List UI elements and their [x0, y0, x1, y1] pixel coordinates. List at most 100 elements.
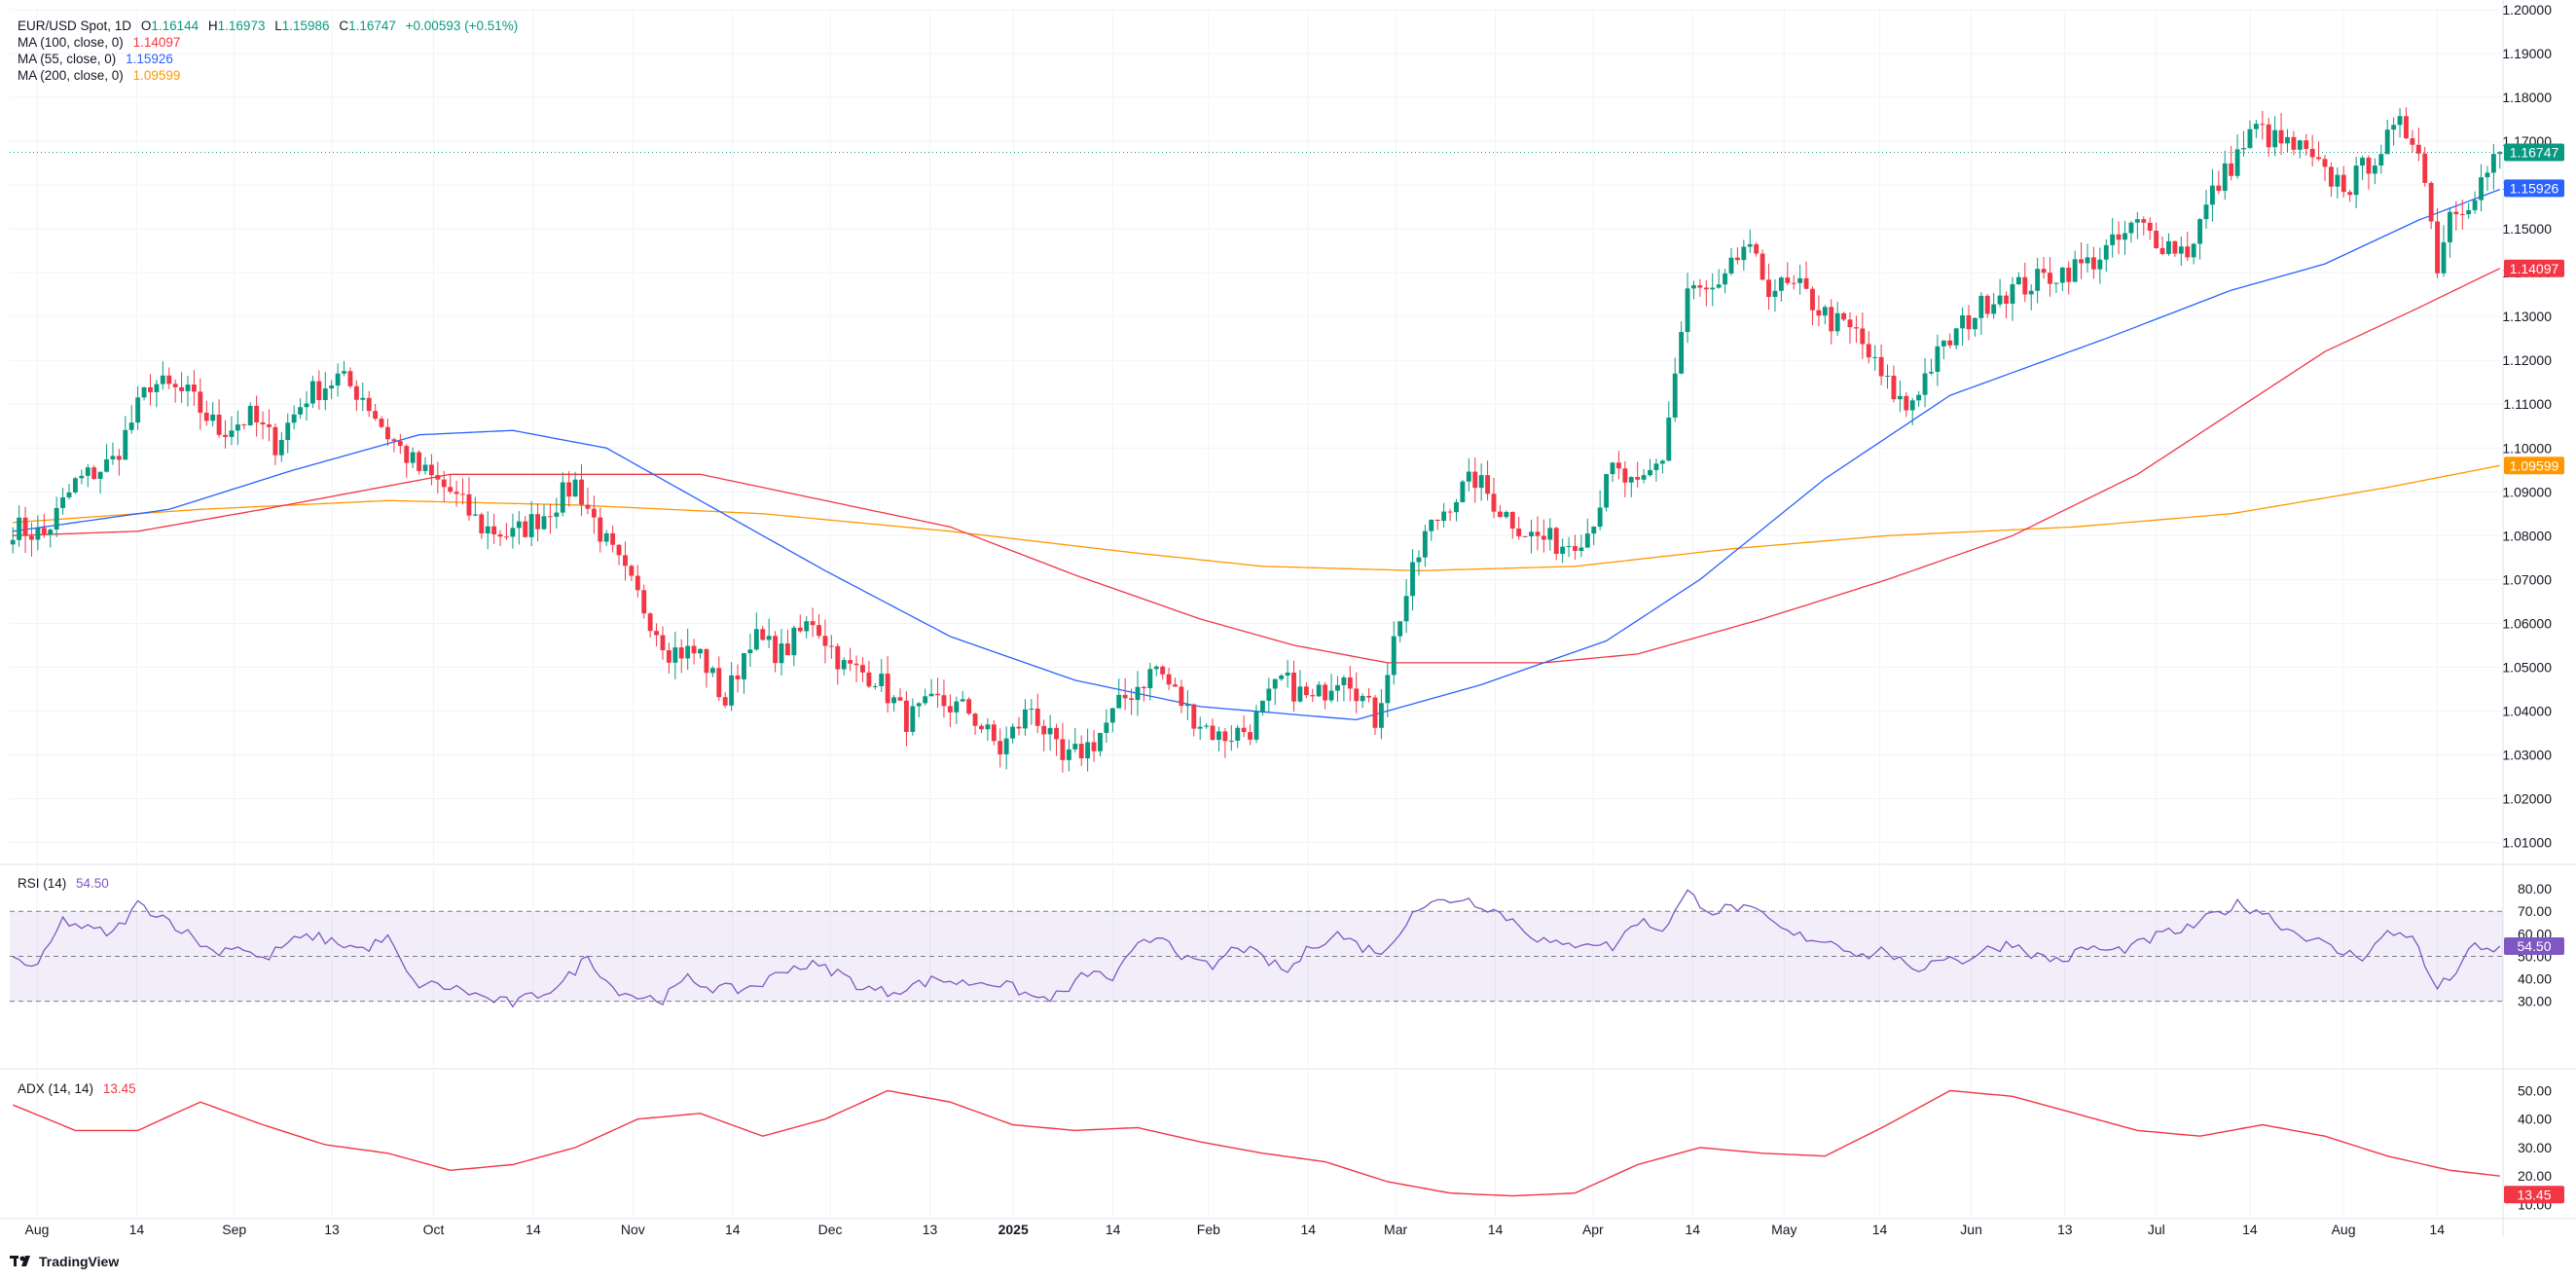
ma100-row[interactable]: MA (100, close, 0) 1.14097	[18, 34, 524, 51]
adx-tick-label: 40.00	[2518, 1112, 2552, 1127]
candle-body	[1679, 332, 1685, 374]
time-tick-label: 14	[1300, 1222, 1316, 1237]
candle-body	[1866, 344, 1871, 358]
candle	[579, 464, 584, 517]
candle	[1897, 380, 1903, 413]
ma55-label: MA (55, close, 0)	[18, 52, 117, 66]
candle-body	[773, 636, 779, 664]
candle	[2116, 221, 2122, 254]
candle	[722, 692, 728, 709]
ma55-row[interactable]: MA (55, close, 0) 1.15926	[18, 51, 524, 67]
candle	[410, 447, 416, 469]
price-tick-label: 1.05000	[2502, 659, 2552, 675]
badge-bg	[2504, 1186, 2564, 1204]
price-tick-label: 1.03000	[2502, 747, 2552, 762]
candle-body	[1248, 732, 1253, 740]
candle-body	[941, 695, 947, 707]
candle-body	[2347, 192, 2353, 196]
candle	[104, 444, 109, 473]
candle-body	[1772, 290, 1778, 298]
candle	[1984, 294, 1990, 318]
candle-body	[966, 699, 972, 714]
candle-body	[972, 713, 978, 726]
candle	[1129, 688, 1135, 715]
candle	[2260, 110, 2266, 140]
candle-body	[635, 575, 640, 591]
candle-body	[1191, 704, 1197, 729]
candle	[1285, 659, 1290, 688]
candle	[1166, 668, 1172, 690]
candle-body	[2322, 159, 2328, 167]
candle-body	[547, 516, 553, 518]
candle	[678, 639, 684, 674]
candle	[1922, 357, 1928, 408]
candle-body	[210, 414, 216, 421]
time-tick-label: 14	[1872, 1222, 1888, 1237]
candle-body	[2053, 282, 2059, 284]
candle-body	[1622, 468, 1628, 483]
candle-body	[347, 371, 353, 386]
candle	[285, 413, 291, 454]
candle	[742, 652, 746, 694]
rsi-legend[interactable]: RSI (14) 54.50	[18, 875, 115, 892]
candle	[941, 679, 947, 718]
candle-body	[1522, 535, 1528, 537]
candle-body	[1347, 677, 1353, 689]
candle-body	[1610, 462, 1615, 475]
candle-body	[2404, 116, 2409, 139]
candle-body	[2435, 221, 2441, 274]
candle-body	[2453, 211, 2459, 214]
candle	[1391, 621, 1397, 685]
candle-body	[804, 621, 810, 632]
candle-body	[2428, 182, 2434, 222]
candle-body	[491, 526, 497, 534]
candle-body	[742, 653, 746, 679]
adx-legend[interactable]: ADX (14, 14) 13.45	[18, 1080, 142, 1097]
candle-body	[1372, 697, 1378, 728]
candle-body	[2410, 138, 2415, 145]
candle-body	[1741, 246, 1747, 261]
candle-body	[1878, 356, 1884, 377]
candle-body	[660, 635, 666, 651]
candle	[1022, 699, 1028, 736]
candle-body	[223, 434, 228, 437]
candle-body	[797, 627, 803, 632]
candle	[1235, 724, 1241, 749]
ma-layer	[13, 188, 2501, 721]
high-key: H	[207, 18, 218, 33]
candle	[1003, 726, 1009, 770]
ma200-row[interactable]: MA (200, close, 0) 1.09599	[18, 67, 524, 84]
candle-body	[79, 475, 85, 479]
candle	[1297, 670, 1303, 703]
price-tick-label: 1.15000	[2502, 221, 2552, 237]
candle-body	[422, 464, 428, 471]
candle	[2103, 239, 2109, 272]
candle-body	[1416, 557, 1422, 563]
candle-body	[22, 517, 28, 536]
candle-body	[110, 456, 116, 459]
candle-body	[1972, 317, 1977, 330]
symbol-label[interactable]: EUR/USD Spot, 1D	[18, 18, 132, 33]
candle	[516, 511, 522, 545]
candle-body	[254, 405, 260, 422]
footer-brand[interactable]: TradingView	[10, 1254, 119, 1269]
candle	[1860, 312, 1866, 359]
candle	[1098, 732, 1103, 757]
candle-body	[2178, 246, 2184, 254]
candle-body	[1003, 738, 1009, 754]
candle	[541, 504, 547, 530]
candle-body	[1060, 739, 1066, 760]
candle	[2128, 220, 2134, 243]
badge-text: 1.16747	[2510, 144, 2559, 160]
candle	[1797, 264, 1803, 295]
candle-body	[2172, 240, 2178, 254]
candle	[1741, 239, 1747, 272]
candle	[309, 376, 315, 409]
candle	[1872, 345, 1878, 371]
candle	[2028, 284, 2034, 311]
candle-body	[1529, 531, 1534, 537]
candle	[1841, 311, 1847, 322]
candle-body	[485, 526, 490, 534]
candle-body	[342, 371, 346, 374]
